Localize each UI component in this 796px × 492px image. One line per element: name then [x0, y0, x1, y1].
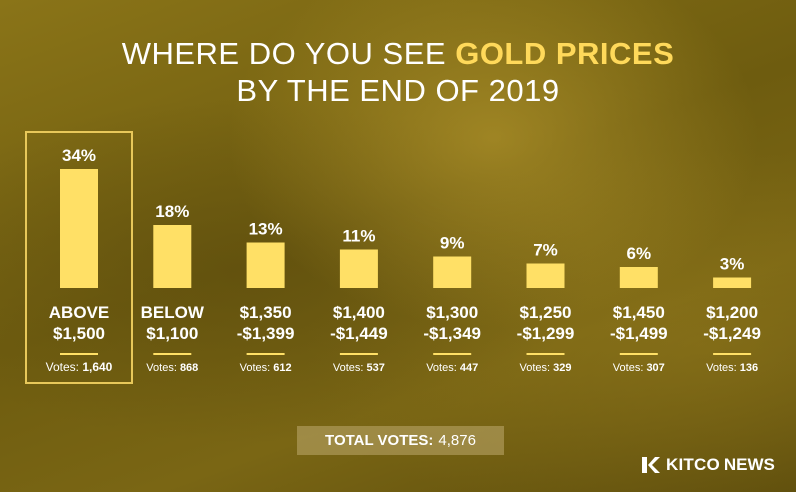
votes-count: Votes: 537: [333, 362, 385, 374]
bar-value-label: 6%: [627, 244, 652, 263]
votes-value: 537: [367, 362, 385, 374]
votes-value: 329: [553, 362, 571, 374]
category-label-line-1: $1,300: [426, 303, 478, 322]
votes-label: Votes:: [426, 362, 460, 374]
bar-value-label: 11%: [342, 227, 375, 246]
votes-label: Votes:: [520, 362, 554, 374]
category-label-line-1: $1,450: [613, 303, 665, 322]
votes-value: 1,640: [82, 360, 112, 374]
category-label-line-2: -$1,349: [423, 324, 481, 343]
title-line-1: WHERE DO YOU SEE GOLD PRICES: [0, 36, 796, 72]
votes-divider: [526, 353, 565, 355]
category-label-line-2: -$1,449: [330, 324, 388, 343]
kitco-k-icon: [642, 457, 660, 473]
votes-divider: [713, 353, 752, 355]
leading-category-highlight-box: [25, 131, 133, 384]
category-label-line-1: $1,200: [706, 303, 758, 322]
category-label-line-1: $1,400: [333, 303, 385, 322]
votes-count: Votes: 612: [240, 362, 292, 374]
votes-divider: [433, 353, 472, 355]
votes-divider: [153, 353, 192, 355]
votes-divider: [60, 353, 98, 355]
title-highlight: GOLD PRICES: [455, 36, 675, 71]
category-label-line-1: $1,350: [240, 303, 292, 322]
total-votes-box: TOTAL VOTES: 4,876: [297, 426, 504, 455]
votes-divider: [339, 353, 378, 355]
bar: [246, 242, 285, 288]
bar-value-label: 34%: [62, 146, 96, 165]
bar-value-label: 3%: [720, 255, 745, 274]
votes-value: 447: [460, 362, 478, 374]
votes-value: 868: [180, 362, 198, 374]
votes-label: Votes:: [46, 360, 83, 374]
title-prefix: WHERE DO YOU SEE: [121, 36, 447, 71]
votes-divider: [619, 353, 658, 355]
bar: [619, 267, 658, 288]
votes-count: Votes: 329: [520, 362, 572, 374]
total-votes-label: TOTAL VOTES:: [325, 432, 434, 449]
category-label-line-1: $1,250: [520, 303, 572, 322]
votes-value: 136: [740, 362, 758, 374]
votes-label: Votes:: [613, 362, 647, 374]
category-label-line-1: ABOVE: [49, 303, 109, 322]
votes-value: 612: [273, 362, 291, 374]
category-label-line-2: -$1,499: [610, 324, 668, 343]
bar-value-label: 9%: [440, 234, 465, 253]
logo-brand: KITCO: [666, 455, 720, 474]
bar: [526, 263, 565, 288]
category-label-line-2: $1,100: [146, 324, 198, 343]
bar: [339, 249, 378, 288]
category-label-line-1: BELOW: [141, 303, 205, 322]
votes-label: Votes:: [333, 362, 367, 374]
category-label-line-2: $1,500: [53, 324, 105, 343]
votes-count: Votes: 1,640: [46, 360, 113, 374]
votes-count: Votes: 868: [146, 362, 198, 374]
bar-value-label: 18%: [155, 202, 189, 221]
bar-value-label: 13%: [249, 220, 283, 239]
bar: [713, 277, 752, 288]
total-votes-value: 4,876: [438, 432, 476, 449]
votes-divider: [246, 353, 285, 355]
votes-count: Votes: 307: [613, 362, 665, 374]
votes-label: Votes:: [706, 362, 740, 374]
category-label-line-2: -$1,299: [517, 324, 575, 343]
bar: [153, 225, 192, 288]
votes-count: Votes: 447: [426, 362, 478, 374]
logo-suffix: NEWS: [723, 455, 775, 474]
category-label-line-2: -$1,249: [703, 324, 761, 343]
bar-value-label: 7%: [533, 241, 558, 260]
votes-count: Votes: 136: [706, 362, 758, 374]
votes-label: Votes:: [240, 362, 274, 374]
bar: [433, 256, 472, 288]
bar: [60, 169, 98, 288]
category-label-line-2: -$1,399: [237, 324, 295, 343]
votes-label: Votes:: [146, 362, 180, 374]
kitco-news-logo: KITCO NEWS: [640, 454, 775, 476]
votes-value: 307: [646, 362, 664, 374]
title-line-2: BY THE END OF 2019: [236, 73, 560, 108]
